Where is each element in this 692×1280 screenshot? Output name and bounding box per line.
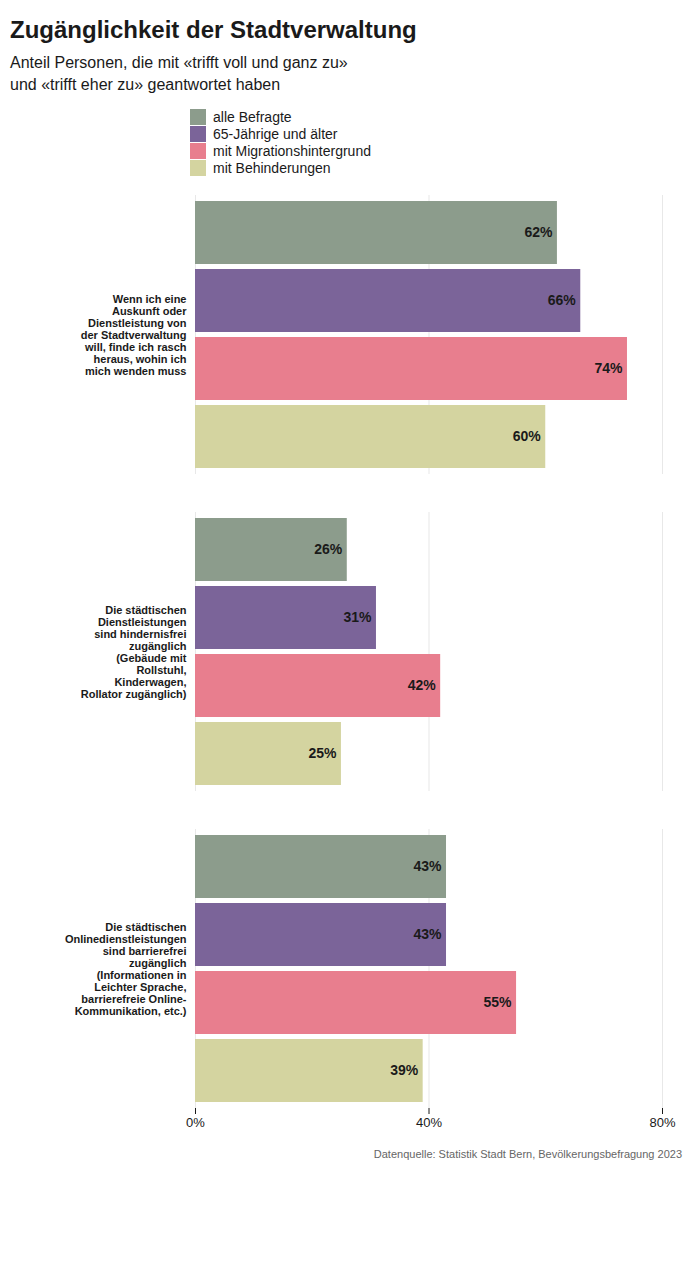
svg-text:66%: 66%: [548, 293, 577, 309]
svg-text:43%: 43%: [413, 927, 442, 943]
svg-text:0%: 0%: [186, 1115, 205, 1130]
svg-text:39%: 39%: [390, 1063, 419, 1079]
html-text:Zugänglichkeit der Stadtverwal: Zugänglichkeit der Stadtverwaltung: [10, 16, 417, 43]
html-text:alle Befragte: alle Befragte: [213, 109, 292, 126]
svg-text:55%: 55%: [484, 995, 513, 1011]
svg-text:Wenn ich eineAuskunft oderDien: Wenn ich eineAuskunft oderDienstleistung…: [81, 293, 187, 378]
html-text:Anteil Personen, die mit «trif: Anteil Personen, die mit «trifft voll un…: [10, 54, 348, 93]
svg-text:31%: 31%: [343, 610, 372, 626]
html-text:mit Migrationshintergrund: mit Migrationshintergrund: [213, 143, 371, 160]
html-text:mit Behinderungen: mit Behinderungen: [213, 160, 331, 177]
svg-text:Die städtischenOnlinedienstlei: Die städtischenOnlinedienstleistungensin…: [65, 921, 187, 1018]
html-text:Datenquelle: Statistik Stadt B: Datenquelle: Statistik Stadt Bern, Bevöl…: [373, 1148, 682, 1161]
svg-text:40%: 40%: [416, 1115, 442, 1130]
svg-text:43%: 43%: [413, 859, 442, 875]
svg-text:80%: 80%: [649, 1115, 675, 1130]
svg-text:42%: 42%: [408, 678, 437, 694]
svg-text:Die städtischenDienstleistunge: Die städtischenDienstleistungensind hind…: [81, 604, 187, 701]
svg-text:60%: 60%: [513, 429, 542, 445]
html-text:65-Jährige und älter: 65-Jährige und älter: [213, 126, 338, 143]
svg-text:26%: 26%: [314, 542, 343, 558]
svg-text:25%: 25%: [308, 746, 337, 762]
svg-text:74%: 74%: [594, 361, 623, 377]
svg-text:62%: 62%: [524, 225, 553, 241]
